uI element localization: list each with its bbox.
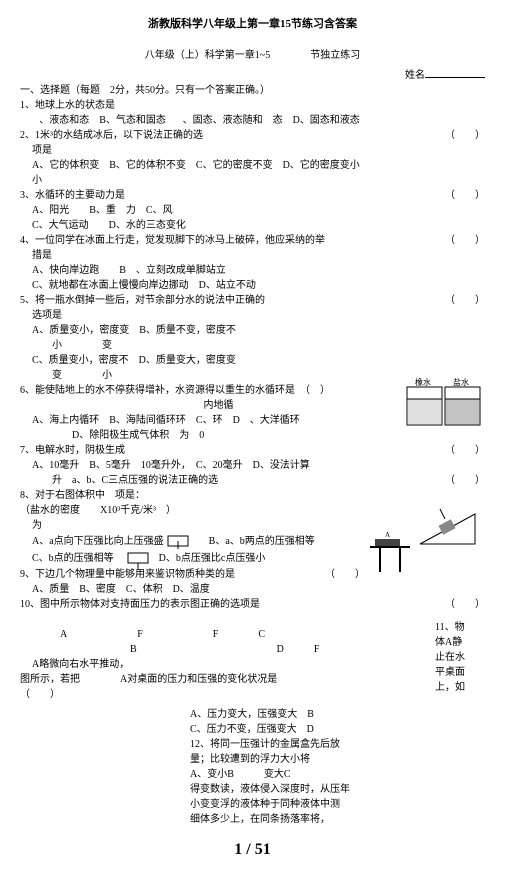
- qfe: （ ）: [20, 688, 485, 701]
- section-1: 一、选择题（每题 2分，共50分。只有一个答案正确。）: [20, 84, 485, 97]
- q1-opts: A、液态和态 B、气态和固态 C、固态、液态随和 态 D、固态和液态: [32, 114, 485, 127]
- q8: 8、对于右图体积中 项是：: [20, 489, 485, 502]
- q5t: 选项是: [32, 309, 485, 322]
- q10: 10、图中所示物体对支持面压力的表示图正确的选项是（ ）: [20, 598, 485, 611]
- q9-opts: A、质量 B、密度 C、体积 D、温度: [32, 583, 485, 596]
- q2-opts: A、它的体积变 B、它的体积不变 C、它的密度不变 D、它的密度变小: [32, 159, 485, 172]
- q8-opts2: C、b点的压强相等 D、b点压强比c点压强小: [32, 551, 485, 566]
- q3: 3、水循环的主要动力是（ ）: [20, 189, 485, 202]
- q5-opts3: C、质量变小，密度不 D、质量变大，密度变: [32, 354, 485, 367]
- q2t: 项是: [32, 144, 485, 157]
- table-diagram: A: [365, 534, 415, 577]
- q1: 1、地球上水的状态是: [20, 99, 485, 112]
- q3-opts2: C、大气运动 D、水的三态变化: [32, 219, 485, 232]
- q5-opts: A、质量变小，密度变 B、质量不变，密度不: [32, 324, 485, 337]
- force-labels: AFFC: [20, 628, 485, 641]
- svg-text:盐水: 盐水: [453, 377, 469, 387]
- q11-side: 11、物体A静止在水平桌面上，如: [435, 618, 485, 693]
- water-salt-diagram: 橡水 盐水: [405, 379, 485, 432]
- q5-opts2: 小 变: [32, 339, 485, 352]
- answers-block: A、压力变大，压强变大 B C、压力不变，压强变大 D 12、将同一压强计的金属…: [190, 708, 485, 826]
- q7z: 升 a、b、C三点压强的说法正确的选（ ）: [32, 474, 485, 487]
- q3-opts: A、阳光 B、重 力 C、风: [32, 204, 485, 217]
- q7-opts: A、10毫升 B、5毫升 10毫升外， C、20毫升 D、没法计算: [32, 459, 485, 472]
- q9: 9、下边几个物理量中能够用来鉴识物质种类的是（ ）: [20, 568, 485, 581]
- qf1: A略微向右水平推动，: [32, 658, 485, 671]
- page-header: 浙教版科学八年级上第一章15节练习含答案: [20, 15, 485, 31]
- q5: 5、将一瓶水倒掉一些后，对节余部分水的说法中正确的（ ）: [20, 294, 485, 307]
- incline-diagram: [415, 504, 485, 552]
- subtitle: 八年级（上）科学第一章1~5 节独立练习: [20, 46, 485, 61]
- q2: 2、1米³的水结成冰后，以下说法正确的选（ ）: [20, 129, 485, 142]
- qf2: 图所示，若把 A对桌面的压力和压强的变化状况是: [20, 673, 485, 686]
- force-labels2: BDF: [20, 643, 485, 656]
- q2x: 小: [32, 174, 485, 187]
- svg-text:A: A: [385, 531, 390, 539]
- q4t: 措是: [32, 249, 485, 262]
- svg-text:橡水: 橡水: [415, 377, 431, 387]
- q4-opts2: C、就地都在冰面上慢慢向岸边挪动 D、站立不动: [32, 279, 485, 292]
- q4-opts: A、快向岸边跑 B 、立刻改成单脚站立: [32, 264, 485, 277]
- page-number: 1 / 51: [20, 841, 485, 859]
- name-field: 姓名: [20, 66, 485, 81]
- q4: 4、一位同学在冰面上行走，觉发现脚下的冰马上破碎，他应采纳的举（ ）: [20, 234, 485, 247]
- q7: 7、电解水时，阴极生成（ ）: [20, 444, 485, 457]
